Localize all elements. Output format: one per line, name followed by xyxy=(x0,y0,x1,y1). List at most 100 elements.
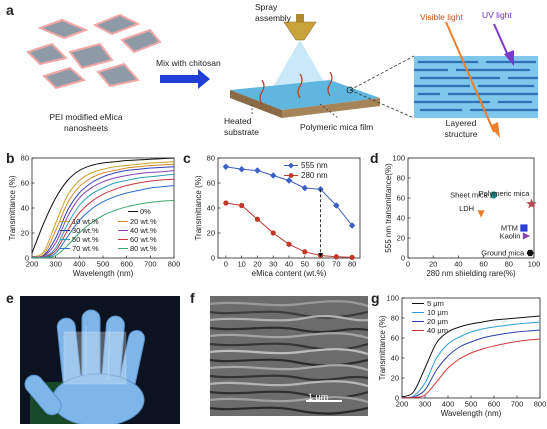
nanosheet xyxy=(96,62,140,88)
label-uv: UV light xyxy=(482,10,512,20)
chart-g-x-tick-label: 800 xyxy=(534,400,547,409)
chart-b-y-tick-label: 20 xyxy=(21,229,29,238)
chart-c-point xyxy=(285,177,293,184)
chart-b-legend-label: 60 wt.% xyxy=(130,235,157,244)
chart-c-point xyxy=(333,254,339,260)
chart-g-x-tick-label: 500 xyxy=(465,400,478,409)
chart-d-point-label: LDH xyxy=(459,204,474,213)
chart-g-x-tick-label: 300 xyxy=(419,400,432,409)
chart-b-series-line-4 xyxy=(31,170,175,258)
chart-c-point xyxy=(302,249,308,255)
panel-a-letter: a xyxy=(6,2,14,18)
label-spray: Spray assembly xyxy=(255,2,291,23)
chart-c-point xyxy=(270,172,277,179)
chart-b-series-line-8 xyxy=(31,200,175,259)
chart-g-legend-label: 5 μm xyxy=(427,299,444,308)
chart-g-x-tick-label: 200 xyxy=(396,400,409,409)
panel-f-letter: f xyxy=(190,290,195,306)
chart-c-x-axis-label: eMica content (wt.%) xyxy=(252,269,327,278)
chart-d-point xyxy=(477,210,485,218)
chart-d-point-label: MTM xyxy=(501,224,518,233)
chart-b-legend-label: 80 wt.% xyxy=(130,244,157,253)
label-nanosheets: PEI modified eMica nanosheets xyxy=(49,112,123,133)
chart-g-y-tick-label: 0 xyxy=(395,394,399,403)
chart-d-point-label: Polymeric mica xyxy=(479,189,531,198)
sem-image xyxy=(210,296,368,416)
chart-b-series-line-7 xyxy=(31,185,175,259)
chart-g-x-tick-label: 700 xyxy=(511,400,524,409)
chart-b-x-tick-label: 800 xyxy=(168,260,180,269)
chart-b-series-line-3 xyxy=(31,166,175,258)
layered-structure xyxy=(414,21,538,138)
chart-c-legend-label: 555 nm xyxy=(301,161,328,170)
chart-c-legend-marker xyxy=(288,173,294,178)
chart-c-y-tick-label: 0 xyxy=(211,254,215,263)
chart-c-x-tick-label: 10 xyxy=(237,260,245,269)
chart-b-transmittance: 200 300 400 500 600 700 800 0 20 40 60 80 Wavelength… xyxy=(8,154,180,279)
panel-c-letter: c xyxy=(183,150,191,166)
chart-b-legend-label: 70 wt.% xyxy=(72,244,99,253)
chart-g-y-tick-label: 100 xyxy=(386,294,399,303)
nanosheet xyxy=(42,66,87,90)
chart-d-y-tick-label: 80 xyxy=(397,174,405,183)
chart-d-point xyxy=(490,191,498,199)
nanosheet xyxy=(92,13,141,36)
chart-c-x-tick-label: 70 xyxy=(332,260,340,269)
chart-c-point xyxy=(301,184,308,192)
chart-b-x-tick-label: 700 xyxy=(144,260,157,269)
chart-g-legend-label: 10 μm xyxy=(427,308,448,317)
mix-arrow xyxy=(160,69,210,89)
heated-substrate xyxy=(230,71,380,118)
chart-c-legend-label: 280 nm xyxy=(301,171,328,180)
chart-g-x-tick-label: 400 xyxy=(442,400,455,409)
chart-c-point xyxy=(349,254,355,260)
label-layered: Layered structure xyxy=(444,118,478,139)
chart-c-y-tick-label: 40 xyxy=(207,204,215,213)
chart-b-y-tick-label: 80 xyxy=(21,154,29,163)
chart-b-x-tick-label: 400 xyxy=(73,260,86,269)
chart-c-x-tick-label: 40 xyxy=(285,260,293,269)
chart-d-point-label: Sheet mica xyxy=(450,191,488,200)
chart-d-x-tick-label: 100 xyxy=(528,260,541,269)
chart-b-series-line-1 xyxy=(31,161,175,258)
chart-c-point xyxy=(286,241,292,247)
chart-b-legend-label: 40 wt.% xyxy=(130,226,157,235)
chart-d-x-tick-label: 40 xyxy=(454,260,462,269)
chart-b-series-line-0 xyxy=(31,157,175,254)
chart-c-legend-marker xyxy=(288,162,294,169)
chart-c-point xyxy=(254,167,261,174)
chart-g-x-tick-label: 600 xyxy=(488,400,501,409)
chart-b-x-tick-label: 200 xyxy=(26,260,39,269)
label-film: Polymeric mica film xyxy=(300,122,374,132)
label-mix: Mix with chitosan xyxy=(156,58,221,68)
chart-b-legend-label: 30 wt.% xyxy=(72,226,99,235)
chart-d-y-tick-label: 60 xyxy=(397,194,405,203)
panel-a-illustration xyxy=(26,13,538,138)
chart-b-series-line-6 xyxy=(31,178,175,259)
chart-d-point xyxy=(520,224,528,232)
chart-c-x-tick-label: 80 xyxy=(348,260,356,269)
sem-scale-bar-label: 1 μm xyxy=(308,392,329,402)
chart-c-emica: 0 10 20 30 40 50 60 70 80 0 20 40 60 80 eMica content … xyxy=(194,154,361,278)
chart-b-x-tick-label: 500 xyxy=(97,260,110,269)
chart-b-legend-label: 10 wt.% xyxy=(72,217,99,226)
nanosheet xyxy=(68,42,114,70)
chart-d-y-axis-label: 555 nm transmittance(%) xyxy=(384,163,393,253)
chart-d-point xyxy=(522,232,531,240)
chart-d-point xyxy=(526,198,537,209)
chart-g-y-tick-label: 20 xyxy=(391,374,399,383)
chart-g-y-tick-label: 80 xyxy=(391,314,399,323)
chart-g-thickness: 200 300 400 500 600 700 800 0 20 40 60 80 100 Wavelen… xyxy=(378,294,547,419)
chart-c-y-axis-label: Transmittance (%) xyxy=(194,175,203,240)
chart-d-point-label: Kaolin xyxy=(500,232,521,241)
chart-c-point xyxy=(239,202,245,209)
chart-b-series-line-5 xyxy=(31,173,175,259)
chart-b-y-tick-label: 60 xyxy=(21,179,29,188)
chart-b-y-tick-label: 40 xyxy=(21,204,29,213)
panel-e-letter: e xyxy=(6,290,14,306)
chart-g-y-tick-label: 60 xyxy=(391,334,399,343)
chart-c-x-tick-label: 20 xyxy=(253,260,261,269)
nanosheet xyxy=(37,18,89,40)
chart-c-y-tick-label: 60 xyxy=(207,179,215,188)
chart-c-x-tick-label: 50 xyxy=(301,260,309,269)
